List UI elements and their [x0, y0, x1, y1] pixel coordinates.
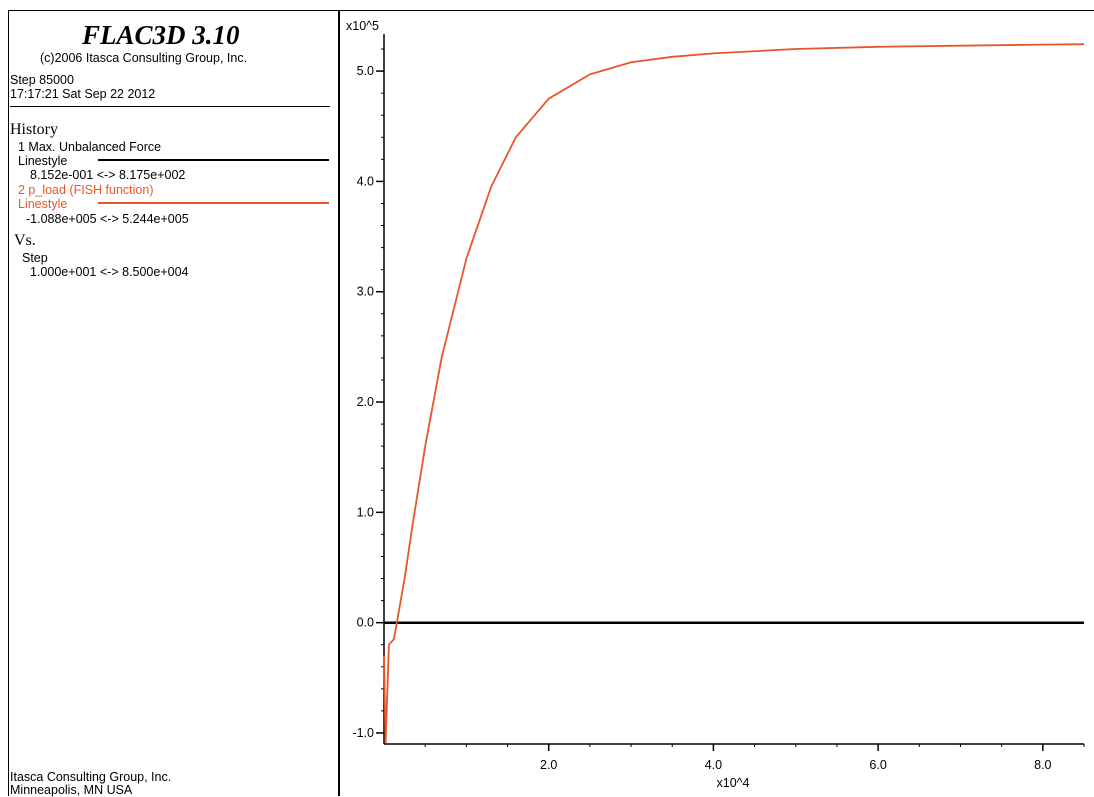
history-2-range: -1.088e+005 <-> 5.244e+005 — [26, 212, 189, 226]
y-multiplier-label: x10^5 — [346, 19, 379, 33]
history-1-range: 8.152e-001 <-> 8.175e+002 — [30, 168, 186, 182]
y-tick-label: -1.0 — [352, 726, 374, 740]
step-label: Step 85000 — [10, 73, 74, 87]
history-title: History — [10, 121, 58, 138]
vs-variable-name: Step — [22, 251, 48, 265]
legend-panel — [8, 10, 340, 796]
history-1-linestyle-label: Linestyle — [18, 154, 68, 168]
x-multiplier-label: x10^4 — [717, 776, 750, 790]
history-2-name: 2 p_load (FISH function) — [18, 183, 154, 197]
y-tick-label: 0.0 — [357, 616, 374, 630]
y-tick-label: 1.0 — [357, 505, 374, 519]
vs-variable-range: 1.000e+001 <-> 8.500e+004 — [30, 265, 189, 279]
copyright-text: (c)2006 Itasca Consulting Group, Inc. — [40, 51, 248, 65]
history-2-linestyle-swatch — [98, 202, 329, 204]
plot-series — [383, 43, 1085, 744]
y-tick-label: 5.0 — [357, 64, 374, 78]
y-tick-label: 4.0 — [357, 174, 374, 188]
history-1-name: 1 Max. Unbalanced Force — [18, 140, 162, 154]
history-2-linestyle-label: Linestyle — [18, 197, 68, 211]
app-title: FLAC3D 3.10 — [82, 20, 240, 50]
plot-top-border — [340, 10, 1094, 11]
timestamp: 17:17:21 Sat Sep 22 2012 — [10, 87, 156, 101]
header-divider — [10, 106, 330, 107]
y-tick-label: 3.0 — [357, 285, 374, 299]
footer-company: Itasca Consulting Group, Inc. — [10, 770, 172, 784]
x-tick-label: 4.0 — [705, 758, 722, 772]
x-tick-label: 6.0 — [869, 758, 886, 772]
footer-location: Minneapolis, MN USA — [10, 783, 133, 797]
x-tick-label: 8.0 — [1034, 758, 1051, 772]
y-tick-label: 2.0 — [357, 395, 374, 409]
plot-axes: -1.0 0.0 1.0 2.0 3.0 4.0 5.0 x10^5 2.0 4.0 6.0 8.0 x… — [346, 19, 1085, 790]
vs-title: Vs. — [14, 232, 36, 249]
x-tick-label: 2.0 — [540, 758, 557, 772]
history-1-linestyle-swatch — [98, 159, 329, 161]
series-line-2 — [383, 43, 1085, 744]
